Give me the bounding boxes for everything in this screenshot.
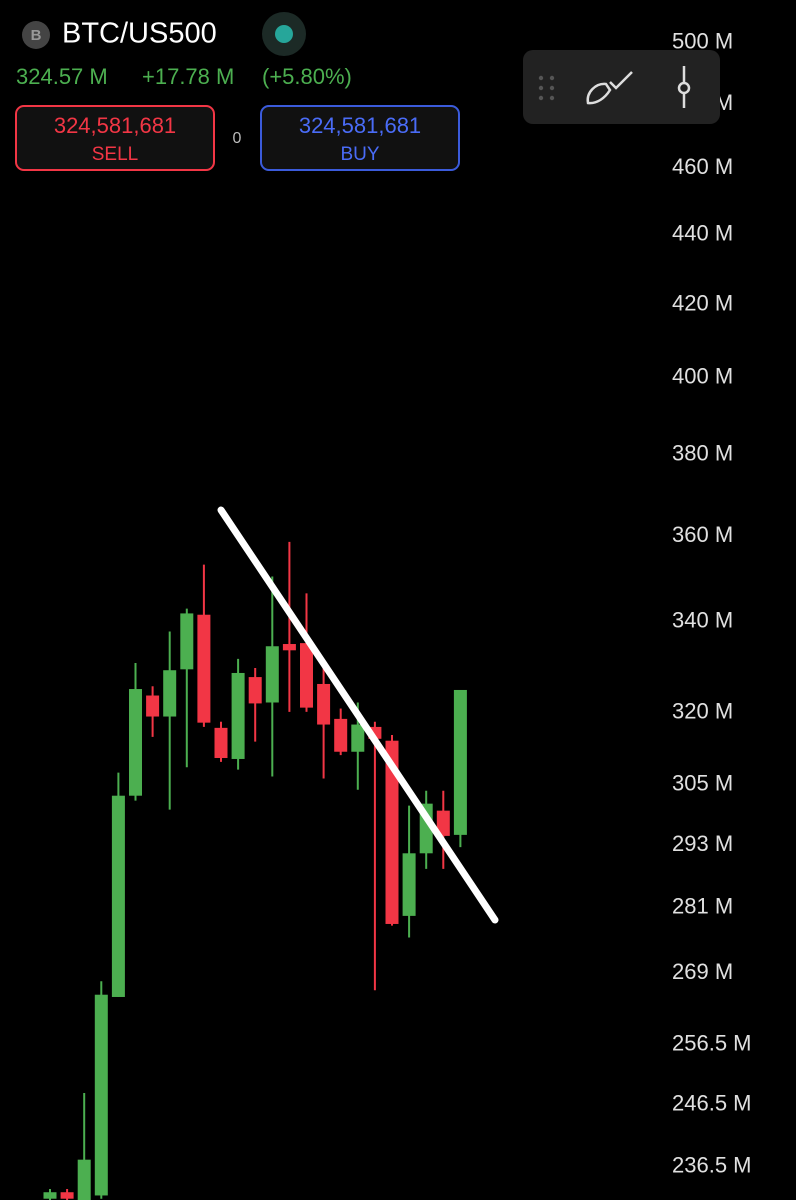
y-tick-label: 305 M	[672, 771, 733, 796]
candle-body	[453, 689, 467, 835]
candle-body	[180, 613, 194, 670]
sell-label: SELL	[92, 144, 138, 165]
symbol-icon	[22, 21, 50, 49]
candle-body	[282, 644, 296, 651]
symbol-icon-text: B	[31, 27, 42, 44]
candle-body	[402, 853, 416, 916]
y-tick-label: 281 M	[672, 894, 733, 919]
candle-body	[300, 643, 313, 708]
y-tick-label: 320 M	[672, 699, 733, 724]
brush-tool[interactable]	[586, 71, 633, 105]
plot	[43, 541, 467, 1200]
buy-button[interactable]: 324,581,681 BUY	[260, 105, 460, 171]
sell-price: 324,581,681	[54, 113, 176, 138]
y-tick-label: 360 M	[672, 522, 733, 547]
y-tick-label: 440 M	[672, 221, 733, 246]
y-tick-label: 246.5 M	[672, 1090, 752, 1115]
y-tick-label: 236.5 M	[672, 1152, 752, 1177]
candle-body	[317, 683, 331, 725]
candle-body	[60, 1192, 74, 1199]
candle-body	[197, 614, 211, 723]
candle-body	[385, 740, 399, 924]
candle-body	[146, 695, 160, 717]
candle-body	[351, 724, 365, 752]
candle-body	[231, 672, 245, 759]
y-tick-label: 293 M	[672, 831, 733, 856]
y-tick-label: 420 M	[672, 290, 733, 315]
y-tick-label: 380 M	[672, 441, 733, 466]
change: +17.78 M	[142, 64, 234, 89]
candle-body	[163, 670, 177, 717]
toolbar	[523, 50, 720, 124]
status-dot	[275, 25, 293, 43]
candle-body	[334, 718, 348, 752]
symbol[interactable]: BTC/US500	[62, 18, 217, 50]
candle-body	[43, 1192, 57, 1199]
buy-price: 324,581,681	[299, 113, 421, 138]
spread: 0	[233, 130, 242, 147]
change-pct: (+5.80%)	[262, 64, 352, 89]
candle-body	[368, 726, 382, 739]
trend-line[interactable]	[217, 506, 499, 924]
price: 324.57 M	[16, 64, 108, 89]
y-tick-label: 269 M	[672, 959, 733, 984]
y-tick-label: 460 M	[672, 154, 733, 179]
candle-body	[129, 689, 142, 796]
candle-body	[265, 646, 279, 703]
candle-body	[436, 810, 450, 836]
sell-button[interactable]: 324,581,681 SELL	[15, 105, 215, 171]
y-tick-label: 340 M	[672, 608, 733, 633]
y-tick-label: 400 M	[672, 364, 733, 389]
drag-handle[interactable]	[538, 75, 555, 101]
buy-label: BUY	[340, 144, 379, 165]
candle-body	[248, 677, 262, 704]
y-tick-label: 256.5 M	[672, 1031, 752, 1056]
line-tool[interactable]	[677, 66, 691, 108]
candle-body	[111, 795, 125, 997]
candle-body	[77, 1159, 91, 1200]
candle-body	[94, 994, 108, 1196]
candle-body	[214, 727, 228, 759]
y-tick-label: 500 M	[672, 29, 733, 54]
